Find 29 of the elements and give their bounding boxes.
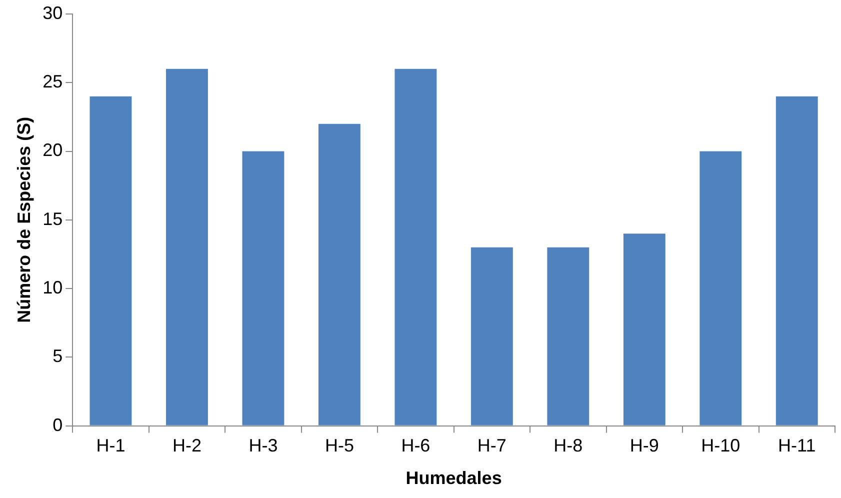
x-tick-label: H-5 xyxy=(324,436,354,456)
bar xyxy=(470,247,513,426)
bar xyxy=(623,234,666,426)
bar xyxy=(318,124,360,426)
x-tick-label: H-10 xyxy=(701,436,740,456)
x-tick-label: H-6 xyxy=(401,436,430,456)
bar xyxy=(166,68,208,426)
x-tick-label: H-3 xyxy=(248,436,278,456)
x-tick-label: H-9 xyxy=(630,436,659,456)
bar xyxy=(547,247,590,426)
x-axis-title: Humedales xyxy=(406,468,502,488)
bar xyxy=(776,96,818,426)
y-tick-label: 0 xyxy=(52,414,63,435)
bar xyxy=(242,151,284,426)
x-tick-label: H-8 xyxy=(554,436,583,456)
y-tick-label: 15 xyxy=(42,208,63,229)
x-tick-label: H-2 xyxy=(172,436,202,456)
bar xyxy=(90,96,132,426)
y-tick-label: 5 xyxy=(52,346,63,366)
bar xyxy=(394,68,437,426)
y-tick-label: 20 xyxy=(42,140,63,160)
y-tick-label: 30 xyxy=(42,2,63,23)
y-tick-label: 25 xyxy=(42,72,63,92)
y-tick-label: 10 xyxy=(42,278,63,298)
x-tick-label: H-7 xyxy=(477,436,506,456)
y-axis-title: Número de Especies (S) xyxy=(14,116,34,323)
x-tick-label: H-1 xyxy=(96,436,126,456)
x-tick-label: H-11 xyxy=(778,436,816,456)
bar xyxy=(700,151,742,426)
